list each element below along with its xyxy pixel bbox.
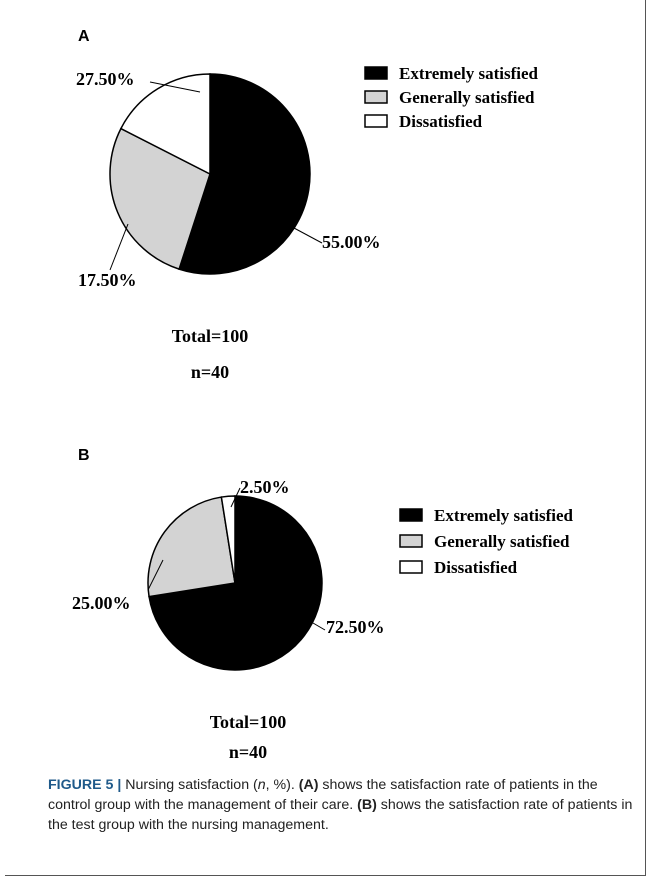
figure-frame	[5, 0, 646, 876]
pie-a-legend-swatch-dissatisfied	[364, 114, 388, 128]
pie-b-leader-line-extremely-satisfied	[312, 622, 326, 631]
pie-b-data-label-extremely-satisfied: 72.50%	[326, 617, 385, 637]
figure-caption: FIGURE 5 | Nursing satisfaction (n, %). …	[48, 775, 638, 835]
pie-b-leader-line-generally-satisfied	[147, 559, 164, 591]
pie-a-leader-line-dissatisfied	[149, 81, 201, 93]
pie-b-slice-dissatisfied	[220, 495, 236, 584]
panel-label-a: A	[78, 28, 90, 45]
caption-text-2: , %).	[265, 777, 299, 793]
pie-a-slice-dissatisfied	[119, 73, 211, 176]
pie-a-legend-swatch-generally-satisfied	[364, 90, 388, 104]
caption-text-4: shows the satisfaction rate of patients …	[48, 797, 633, 833]
pie-b-data-label-dissatisfied: 2.50%	[240, 477, 290, 497]
pie-a-leader-line-generally-satisfied	[109, 223, 129, 271]
pie-a-data-label-generally-satisfied: 17.50%	[78, 270, 137, 290]
panel-label-b: B	[78, 447, 90, 464]
caption-text-3: shows the satisfaction rate of patients …	[48, 777, 598, 813]
pie-b-note-total: Total=100	[210, 712, 287, 732]
pie-b-legend-swatch-dissatisfied	[399, 560, 423, 574]
pie-a-data-label-extremely-satisfied: 55.00%	[322, 232, 381, 252]
pie-a-leader-line-extremely-satisfied	[293, 227, 323, 244]
pie-b-leader-line-dissatisfied	[230, 487, 241, 508]
pie-b-legend-swatch-extremely-satisfied	[399, 508, 423, 522]
caption-figure-label: FIGURE 5 |	[48, 777, 122, 793]
pie-b-legend-label-dissatisfied: Dissatisfied	[434, 558, 518, 577]
pie-a-note-total: Total=100	[172, 326, 249, 346]
pie-b-legend-label-generally-satisfied: Generally satisfied	[434, 532, 570, 551]
pie-b-slice-generally-satisfied	[147, 496, 236, 598]
pie-a-legend-label-extremely-satisfied: Extremely satisfied	[399, 64, 539, 83]
pie-b-note-n: n=40	[229, 742, 267, 762]
caption-ref-b: (B)	[357, 797, 377, 813]
pie-chart-b: 72.50% 25.00% 2.50% Extremely satisfied Gene…	[72, 477, 574, 762]
pie-b-data-label-generally-satisfied: 25.00%	[72, 593, 131, 613]
pie-a-legend-label-generally-satisfied: Generally satisfied	[399, 88, 535, 107]
caption-ref-a: (A)	[298, 777, 319, 793]
pie-a-note-n: n=40	[191, 362, 229, 382]
pie-b-legend-swatch-generally-satisfied	[399, 534, 423, 548]
caption-n: n	[257, 777, 266, 793]
pie-a-slice-generally-satisfied	[109, 127, 211, 271]
caption-text-1: Nursing satisfaction (	[121, 777, 258, 793]
pie-b-legend-label-extremely-satisfied: Extremely satisfied	[434, 506, 574, 525]
pie-chart-a: 55.00% 17.50% 27.50% Extremely satisfied Gen…	[76, 64, 539, 382]
pie-a-slice-extremely-satisfied	[178, 73, 311, 275]
pie-a-legend-label-dissatisfied: Dissatisfied	[399, 112, 483, 131]
pie-a-data-label-dissatisfied: 27.50%	[76, 69, 135, 89]
pie-a-legend-swatch-extremely-satisfied	[364, 66, 388, 80]
